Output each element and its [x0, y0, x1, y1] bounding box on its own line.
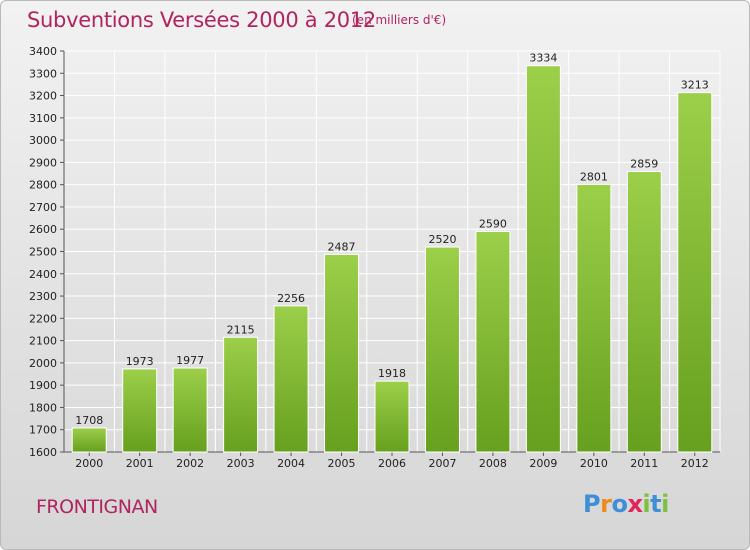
bar [576, 183, 612, 453]
y-tick-label: 2200 [29, 312, 57, 325]
data-label: 2487 [328, 240, 356, 253]
data-label: 3213 [681, 79, 709, 92]
data-label: 2590 [479, 217, 507, 230]
logo-letter: P [583, 490, 601, 518]
bar [223, 336, 259, 453]
place-name: FRONTIGNAN [36, 496, 158, 518]
x-tick-label: 2009 [529, 457, 557, 470]
y-tick-label: 3400 [29, 45, 57, 58]
x-tick-label: 2003 [227, 457, 255, 470]
y-tick-label: 1700 [29, 424, 57, 437]
bar [273, 305, 309, 453]
x-tick-label: 2010 [580, 457, 608, 470]
logo-letter: x [627, 490, 643, 518]
logo-letter: t [650, 490, 662, 518]
y-tick-label: 2900 [29, 156, 57, 169]
data-label: 2859 [630, 158, 658, 171]
y-tick-label: 1600 [29, 446, 57, 459]
chart-title: Subventions Versées 2000 à 2012 [27, 8, 376, 32]
y-tick-label: 2000 [29, 357, 57, 370]
y-tick-label: 2100 [29, 335, 57, 348]
y-tick-label: 3200 [29, 90, 57, 103]
y-tick-label: 2800 [29, 179, 57, 192]
y-tick-label: 2400 [29, 268, 57, 281]
x-tick-label: 2000 [75, 457, 103, 470]
value-labels: 1708 1973 1977 2115 2256 2487 1918 2520 2590 3334… [75, 52, 709, 427]
bar [172, 367, 208, 453]
y-tick-label: 2600 [29, 223, 57, 236]
bar [424, 246, 460, 453]
bar [71, 427, 107, 453]
data-label: 2115 [227, 323, 255, 336]
bar [374, 380, 410, 453]
bar [475, 230, 511, 453]
x-tick-label: 2008 [479, 457, 507, 470]
y-tick-label: 3100 [29, 112, 57, 125]
data-label: 1918 [378, 367, 406, 380]
y-tick-label: 2700 [29, 201, 57, 214]
y-tick-label: 1900 [29, 379, 57, 392]
data-label: 2256 [277, 292, 305, 305]
y-tick-label: 2300 [29, 290, 57, 303]
data-label: 2520 [428, 233, 456, 246]
logo-letter: i [642, 490, 651, 518]
logo-letter: r [600, 490, 612, 518]
x-tick-label: 2001 [126, 457, 154, 470]
bar [677, 92, 713, 453]
bars [71, 65, 713, 453]
x-tick-label: 2011 [630, 457, 658, 470]
y-tick-label: 1800 [29, 401, 57, 414]
x-tick-label: 2004 [277, 457, 305, 470]
x-tick-label: 2007 [428, 457, 456, 470]
x-tick-label: 2012 [681, 457, 709, 470]
chart-subtitle: (en milliers d'€) [352, 13, 447, 27]
logo-letter: o [611, 490, 628, 518]
bar [626, 171, 662, 453]
x-tick-label: 2005 [328, 457, 356, 470]
data-label: 1708 [75, 414, 103, 427]
axes: 1600 1700 1800 1900 2000 2100 2200 2300 2400 2500… [29, 45, 720, 470]
proxiti-logo: Proxiti [583, 490, 669, 518]
y-tick-label: 3300 [29, 67, 57, 80]
x-tick-label: 2006 [378, 457, 406, 470]
data-label: 3334 [529, 52, 557, 65]
y-tick-label: 2500 [29, 246, 57, 259]
x-tick-label: 2002 [176, 457, 204, 470]
bar [324, 253, 360, 453]
y-tick-label: 3000 [29, 134, 57, 147]
data-label: 2801 [580, 170, 608, 183]
bar [525, 65, 561, 453]
data-label: 1977 [176, 354, 204, 367]
data-label: 1973 [126, 355, 154, 368]
logo-letter: i [661, 490, 669, 518]
bar [122, 368, 158, 453]
